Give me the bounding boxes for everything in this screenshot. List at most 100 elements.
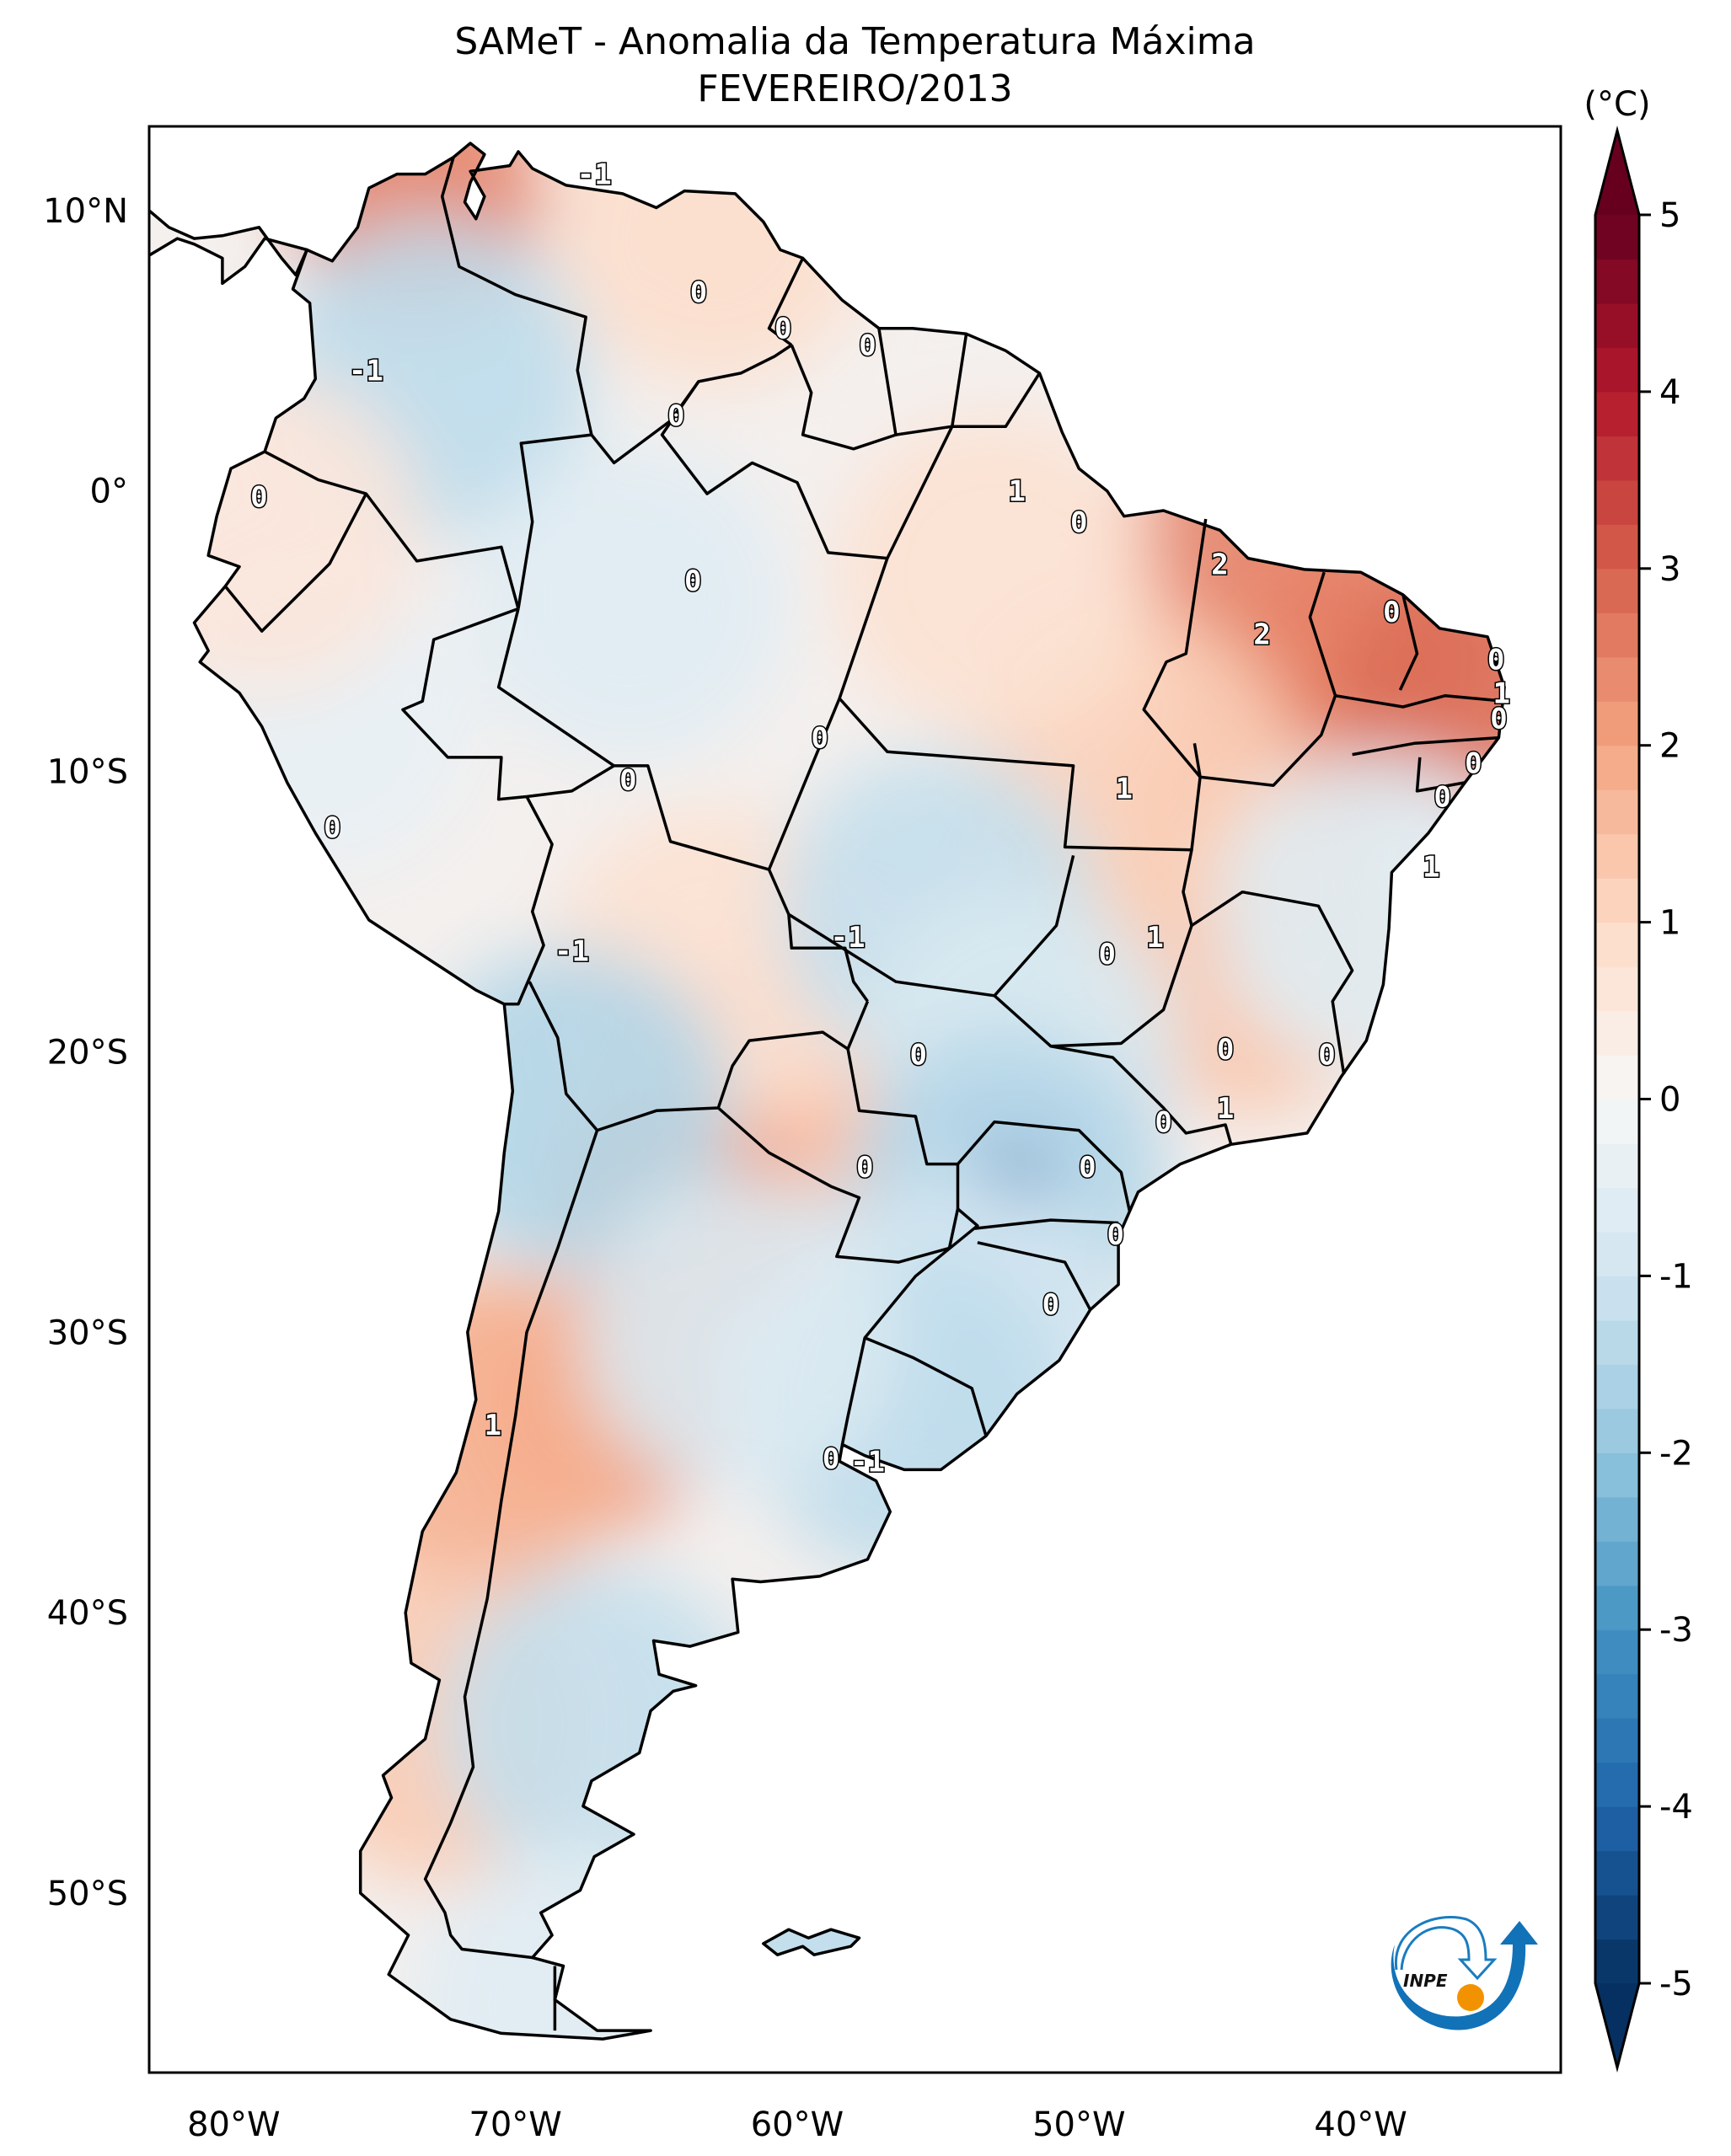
- x-tick-label: 80°W: [187, 2105, 280, 2144]
- contour-label: 0: [619, 764, 636, 798]
- colorbar-band: [1595, 215, 1639, 260]
- colorbar-tick-label: -4: [1659, 1788, 1693, 1827]
- x-tick-label: 70°W: [469, 2105, 561, 2144]
- state-borders-sc: [974, 1218, 1119, 1230]
- contour-label: 1: [1423, 851, 1439, 885]
- y-tick-label: 20°S: [47, 1033, 128, 1072]
- contour-label: 0: [1490, 702, 1507, 736]
- colorbar-tick-label: -5: [1659, 1965, 1693, 2004]
- colorbar-band: [1595, 1452, 1639, 1498]
- colorbar-tick-label: -3: [1659, 1611, 1693, 1650]
- colorbar-tick-label: 4: [1659, 373, 1680, 412]
- colorbar-band: [1595, 701, 1639, 746]
- contour-label: 0: [1434, 781, 1450, 815]
- inpe-logo: INPE: [1391, 1916, 1538, 2030]
- contour-label: 0: [1107, 1218, 1124, 1252]
- contour-label: 1: [1116, 773, 1133, 806]
- colorbar-extend-min: [1595, 1983, 1639, 2068]
- colorbar-band: [1595, 1939, 1639, 1984]
- state-borders-pr: [957, 1120, 1132, 1212]
- logo-sun: [1457, 1984, 1484, 2011]
- logo-swoosh: [1391, 1921, 1538, 2030]
- border-guyana-brazil: [790, 328, 898, 451]
- coastline: [192, 142, 1506, 2041]
- colorbar-band: [1595, 1806, 1639, 1852]
- state-borders-ne5: [1415, 757, 1466, 793]
- central-america-coast: [149, 209, 308, 286]
- contour-label: 0: [856, 1151, 873, 1185]
- state-borders-amazon2: [660, 380, 889, 699]
- border-guyana: [767, 257, 805, 347]
- border-chile-bolivia-argentina: [423, 981, 599, 1960]
- state-borders-ne3: [1398, 594, 1419, 691]
- state-borders-ne2: [1335, 693, 1505, 709]
- colorbar-band: [1595, 922, 1639, 967]
- logo-orbit: [1394, 1916, 1498, 1981]
- contour-label: 0: [1318, 1039, 1335, 1073]
- colorbar-tick-label: -2: [1659, 1434, 1693, 1473]
- anomaly-blob-amazon-west: [468, 442, 789, 763]
- y-tick-label: 30°S: [47, 1313, 128, 1352]
- colorbar-band: [1595, 656, 1639, 702]
- colorbar-band: [1595, 1099, 1639, 1144]
- contour-label: 2: [1253, 618, 1270, 651]
- anomaly-blob-para: [833, 415, 1155, 736]
- colorbar-band: [1595, 878, 1639, 923]
- colorbar-tick-label: 3: [1659, 550, 1680, 589]
- border-peru-brazil: [401, 607, 528, 801]
- map-frame: [147, 125, 1562, 2074]
- title-line-2: FEVEREIRO/2013: [697, 67, 1013, 110]
- contour-label: 0: [250, 480, 267, 514]
- y-tick-label: 50°S: [47, 1875, 128, 1913]
- colorbar-band: [1595, 1629, 1639, 1675]
- colorbar-band: [1595, 1319, 1639, 1365]
- contour-label: 0: [859, 329, 876, 363]
- colorbar-band: [1595, 479, 1639, 525]
- contour-label: 0: [1070, 506, 1087, 539]
- contour-label: 1: [1493, 677, 1510, 710]
- colorbar-tick-label: 1: [1659, 904, 1680, 943]
- x-tick-label: 60°W: [751, 2105, 844, 2144]
- colorbar-band: [1595, 1055, 1639, 1100]
- border-peru-bolivia: [504, 795, 554, 1006]
- colorbar-band: [1595, 1010, 1639, 1056]
- colorbar-band: [1595, 789, 1639, 835]
- colorbar-band: [1595, 1718, 1639, 1763]
- contour-label: 1: [485, 1409, 501, 1442]
- colorbar-unit-label: (°C): [1584, 85, 1650, 124]
- colorbar-band: [1595, 391, 1639, 436]
- contour-label: -1: [831, 921, 866, 955]
- border-paraguay-argentina: [717, 1106, 960, 1264]
- logo-text: INPE: [1403, 1971, 1448, 1991]
- state-borders-ne: [1192, 571, 1337, 787]
- contour-label: 0: [811, 722, 828, 756]
- contour-label: 0: [1383, 596, 1400, 629]
- contour-label: 1: [1008, 475, 1025, 509]
- colorbar-band: [1595, 302, 1639, 349]
- colorbar: 5 4 3 2 1 0 -1 -2 -3 -4 -5 (°C): [1584, 85, 1693, 2073]
- anomaly-blob-paraiba: [1332, 560, 1505, 814]
- colorbar-band: [1595, 1585, 1639, 1630]
- colorbar-band: [1595, 745, 1639, 790]
- contour-label: -1: [577, 158, 612, 192]
- border-fguiana: [951, 372, 1041, 428]
- colorbar-tick-label: 5: [1659, 196, 1680, 235]
- border-colombia-venezuela: [440, 157, 593, 436]
- colorbar-band: [1595, 347, 1639, 393]
- contour-label: 0: [667, 399, 684, 433]
- contour-label: 0: [1155, 1106, 1171, 1140]
- colorbar-tick-label: 0: [1659, 1081, 1680, 1120]
- contour-label: 2: [1211, 548, 1228, 581]
- colorbar-band: [1595, 613, 1639, 658]
- border-paraguay-brazil: [846, 1048, 960, 1209]
- border-argentina-brazil-uruguay: [840, 1207, 979, 1445]
- contour-label: 1: [1146, 921, 1163, 955]
- colorbar-band: [1595, 1496, 1639, 1542]
- contour-label: 0: [1465, 747, 1482, 781]
- border-colombia-brazil: [517, 433, 592, 609]
- border-bolivia-argentina-paraguay: [597, 1000, 870, 1132]
- contour-label: 0: [1098, 938, 1115, 971]
- contour-label: -1: [349, 355, 383, 388]
- contour-label: 0: [1079, 1151, 1096, 1185]
